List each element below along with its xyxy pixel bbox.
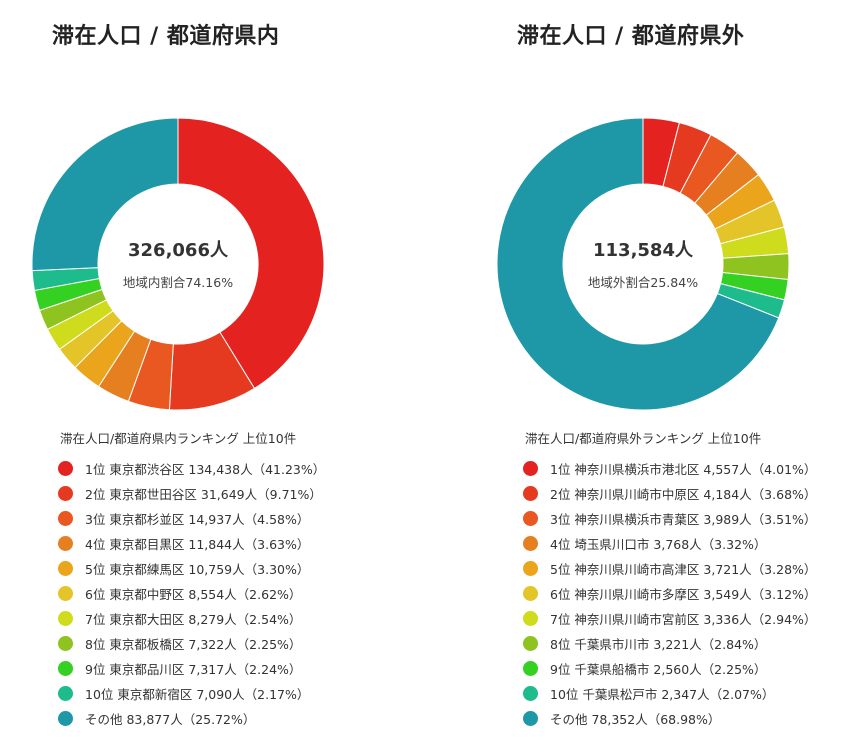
legend-label: その他 83,877人（25.72%） [85, 712, 256, 727]
legend-swatch [523, 661, 538, 676]
legend-swatch [523, 536, 538, 551]
chart-panel-in-prefecture: 滞在人口 / 都道府県内 326,066人 地域内割合74.16% 滞在人口/都… [0, 0, 425, 750]
legend-label: 5位 神奈川県川崎市高津区 3,721人（3.28%） [550, 562, 817, 577]
legend-label: 8位 東京都板橋区 7,322人（2.25%） [85, 637, 302, 652]
legend-swatch [523, 586, 538, 601]
legend-item[interactable]: 8位 東京都板橋区 7,322人（2.25%） [58, 631, 325, 656]
legend: 1位 神奈川県横浜市港北区 4,557人（4.01%） 2位 神奈川県川崎市中原区… [523, 456, 816, 731]
legend-title: 滞在人口/都道府県内ランキング 上位10件 [60, 431, 297, 446]
legend-item[interactable]: 10位 千葉県松戸市 2,347人（2.07%） [523, 681, 816, 706]
legend-swatch [58, 561, 73, 576]
legend-item[interactable]: 6位 東京都中野区 8,554人（2.62%） [58, 581, 325, 606]
legend-label: 8位 千葉県市川市 3,221人（2.84%） [550, 637, 767, 652]
legend-swatch [58, 661, 73, 676]
legend-label: 9位 東京都品川区 7,317人（2.24%） [85, 662, 302, 677]
legend-swatch [523, 636, 538, 651]
legend-item[interactable]: 2位 神奈川県川崎市中原区 4,184人（3.68%） [523, 481, 816, 506]
legend-item[interactable]: 6位 神奈川県川崎市多摩区 3,549人（3.12%） [523, 581, 816, 606]
legend-swatch [58, 711, 73, 726]
donut-chart [496, 117, 790, 411]
legend-item[interactable]: 3位 神奈川県横浜市青葉区 3,989人（3.51%） [523, 506, 816, 531]
legend-label: 6位 東京都中野区 8,554人（2.62%） [85, 587, 302, 602]
legend-swatch [58, 586, 73, 601]
legend-swatch [523, 486, 538, 501]
legend-swatch [58, 536, 73, 551]
legend-label: その他 78,352人（68.98%） [550, 712, 721, 727]
legend-swatch [58, 461, 73, 476]
legend-label: 3位 神奈川県横浜市青葉区 3,989人（3.51%） [550, 512, 817, 527]
legend-label: 3位 東京都杉並区 14,937人（4.58%） [85, 512, 310, 527]
legend-item[interactable]: 9位 東京都品川区 7,317人（2.24%） [58, 656, 325, 681]
legend-item[interactable]: その他 78,352人（68.98%） [523, 706, 816, 731]
donut-slice-1[interactable] [177, 117, 325, 390]
legend-item[interactable]: 9位 千葉県船橋市 2,560人（2.25%） [523, 656, 816, 681]
legend-label: 10位 千葉県松戸市 2,347人（2.07%） [550, 687, 775, 702]
legend-swatch [58, 486, 73, 501]
legend-item[interactable]: その他 83,877人（25.72%） [58, 706, 325, 731]
legend-label: 4位 埼玉県川口市 3,768人（3.32%） [550, 537, 767, 552]
legend-item[interactable]: 3位 東京都杉並区 14,937人（4.58%） [58, 506, 325, 531]
legend-item[interactable]: 1位 神奈川県横浜市港北区 4,557人（4.01%） [523, 456, 816, 481]
legend-swatch [523, 461, 538, 476]
legend-swatch [523, 686, 538, 701]
legend-label: 4位 東京都目黒区 11,844人（3.63%） [85, 537, 310, 552]
legend-label: 9位 千葉県船橋市 2,560人（2.25%） [550, 662, 767, 677]
legend-swatch [58, 636, 73, 651]
legend-item[interactable]: 1位 東京都渋谷区 134,438人（41.23%） [58, 456, 325, 481]
legend-swatch [523, 561, 538, 576]
center-share: 地域外割合25.84% [587, 275, 699, 290]
legend-swatch [58, 611, 73, 626]
legend-title: 滞在人口/都道府県外ランキング 上位10件 [525, 431, 762, 446]
donut-slice-11[interactable] [496, 117, 780, 411]
legend-item[interactable]: 7位 東京都大田区 8,279人（2.54%） [58, 606, 325, 631]
legend-item[interactable]: 5位 東京都練馬区 10,759人（3.30%） [58, 556, 325, 581]
legend-swatch [523, 711, 538, 726]
legend: 1位 東京都渋谷区 134,438人（41.23%） 2位 東京都世田谷区 31,… [58, 456, 325, 731]
legend-label: 1位 東京都渋谷区 134,438人（41.23%） [85, 462, 326, 477]
center-share: 地域内割合74.16% [122, 275, 234, 290]
legend-label: 2位 東京都世田谷区 31,649人（9.71%） [85, 487, 322, 502]
legend-item[interactable]: 2位 東京都世田谷区 31,649人（9.71%） [58, 481, 325, 506]
legend-label: 7位 神奈川県川崎市宮前区 3,336人（2.94%） [550, 612, 817, 627]
legend-swatch [58, 511, 73, 526]
legend-label: 6位 神奈川県川崎市多摩区 3,549人（3.12%） [550, 587, 817, 602]
legend-swatch [523, 511, 538, 526]
center-total: 113,584人 [593, 240, 693, 261]
chart-panel-out-prefecture: 滞在人口 / 都道府県外 113,584人 地域外割合25.84% 滞在人口/都… [465, 0, 851, 750]
legend-item[interactable]: 4位 東京都目黒区 11,844人（3.63%） [58, 531, 325, 556]
legend-label: 10位 東京都新宿区 7,090人（2.17%） [85, 687, 310, 702]
legend-label: 1位 神奈川県横浜市港北区 4,557人（4.01%） [550, 462, 817, 477]
legend-item[interactable]: 7位 神奈川県川崎市宮前区 3,336人（2.94%） [523, 606, 816, 631]
legend-swatch [523, 611, 538, 626]
center-total: 326,066人 [128, 240, 228, 261]
legend-swatch [58, 686, 73, 701]
donut-slice-11[interactable] [31, 117, 179, 272]
legend-item[interactable]: 10位 東京都新宿区 7,090人（2.17%） [58, 681, 325, 706]
donut-chart [31, 117, 325, 411]
legend-item[interactable]: 8位 千葉県市川市 3,221人（2.84%） [523, 631, 816, 656]
legend-label: 5位 東京都練馬区 10,759人（3.30%） [85, 562, 310, 577]
legend-item[interactable]: 4位 埼玉県川口市 3,768人（3.32%） [523, 531, 816, 556]
chart-title: 滞在人口 / 都道府県内 [52, 24, 280, 49]
chart-title: 滞在人口 / 都道府県外 [517, 24, 745, 49]
legend-label: 2位 神奈川県川崎市中原区 4,184人（3.68%） [550, 487, 817, 502]
legend-label: 7位 東京都大田区 8,279人（2.54%） [85, 612, 302, 627]
legend-item[interactable]: 5位 神奈川県川崎市高津区 3,721人（3.28%） [523, 556, 816, 581]
